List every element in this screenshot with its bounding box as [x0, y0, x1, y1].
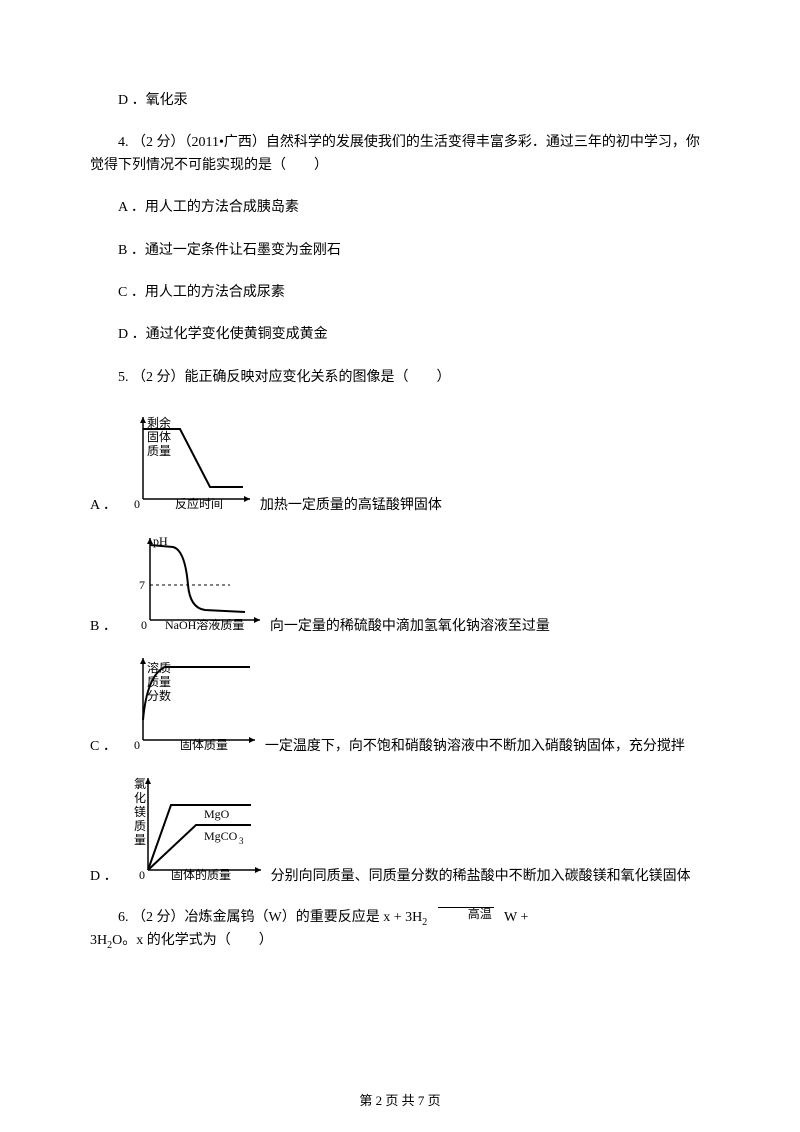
q5-optA-caption: 加热一定质量的高锰酸钾固体 — [260, 495, 442, 517]
q5-optD-letter: D ． — [90, 866, 118, 888]
svg-text:固体质量: 固体质量 — [180, 738, 228, 750]
svg-text:剩余: 剩余 — [147, 415, 171, 430]
svg-text:氯: 氯 — [134, 777, 146, 791]
svg-text:溶质: 溶质 — [147, 660, 171, 675]
svg-text:7: 7 — [139, 578, 145, 592]
svg-text:质: 质 — [134, 819, 146, 833]
q6-condition: 高温 — [438, 907, 494, 920]
q5-chartD: 氯 化 镁 质 量 MgO MgCO 3 0 固体的质量 — [126, 770, 271, 888]
q6-sub1: 2 — [422, 916, 427, 927]
q5-optD-caption: 分别向同质量、同质量分数的稀盐酸中不断加入碳酸镁和氧化镁固体 — [271, 866, 691, 888]
q5-optC-letter: C ． — [90, 736, 117, 758]
svg-text:质量: 质量 — [147, 444, 171, 458]
svg-text:pH: pH — [153, 534, 168, 548]
q5-stem: 5. （2 分）能正确反映对应变化关系的图像是（ ） — [90, 367, 710, 389]
q4-optB: B ．通过一定条件让石墨变为金刚石 — [90, 240, 710, 262]
svg-text:0: 0 — [134, 738, 140, 750]
q5-chartB: pH 7 0 NaOH溶液质量 — [125, 530, 270, 638]
q5-optA-letter: A ． — [90, 495, 117, 517]
q4-optD: D ．通过化学变化使黄铜变成黄金 — [90, 324, 710, 346]
q5-optB-letter: B ． — [90, 616, 117, 638]
svg-text:MgO: MgO — [204, 807, 230, 821]
q6-stem: 6. （2 分）冶炼金属钨（W）的重要反应是 x + 3H2 高温 W + 3H… — [90, 907, 710, 955]
svg-text:量: 量 — [134, 833, 146, 847]
q5-optA-row: A ． 剩余 固体 质量 0 反应时间 加热一定质量的高锰酸钾固体 — [90, 409, 710, 517]
svg-text:MgCO: MgCO — [204, 829, 238, 843]
svg-text:3: 3 — [239, 836, 244, 846]
q6-post: O。x 的化学式为（ ） — [112, 933, 273, 948]
svg-text:固体: 固体 — [147, 430, 171, 444]
q4-optC: C ．用人工的方法合成尿素 — [90, 282, 710, 304]
q6-pre: 6. （2 分）冶炼金属钨（W）的重要反应是 x + 3H — [118, 910, 422, 925]
q5-optC-row: C ． 溶质 质量 分数 0 固体质量 一定温度下，向不饱和硝酸钠溶液中不断加入… — [90, 650, 710, 758]
svg-text:固体的质量: 固体的质量 — [171, 867, 231, 880]
q5-optB-caption: 向一定量的稀硫酸中滴加氢氧化钠溶液至过量 — [270, 616, 550, 638]
svg-text:0: 0 — [134, 497, 140, 509]
page-footer: 第 2 页 共 7 页 — [0, 1091, 800, 1112]
svg-text:分数: 分数 — [147, 688, 171, 703]
svg-text:镁: 镁 — [134, 805, 146, 819]
svg-text:0: 0 — [139, 868, 145, 880]
q5-optC-caption: 一定温度下，向不饱和硝酸钠溶液中不断加入硝酸钠固体，充分搅拌 — [265, 736, 685, 758]
q4-optA: A ．用人工的方法合成胰岛素 — [90, 197, 710, 219]
q5-chartA: 剩余 固体 质量 0 反应时间 — [125, 409, 260, 517]
q5-chartC: 溶质 质量 分数 0 固体质量 — [125, 650, 265, 758]
svg-text:化: 化 — [134, 791, 146, 805]
q5-optB-row: B ． pH 7 0 NaOH溶液质量 向一定量的稀硫酸中滴加氢氧化钠溶液至过量 — [90, 530, 710, 638]
svg-text:反应时间: 反应时间 — [175, 496, 223, 509]
q3-optD: D ．氧化汞 — [90, 90, 710, 112]
svg-text:质量: 质量 — [147, 675, 171, 689]
q4-stem: 4. （2 分）（2011•广西）自然科学的发展使我们的生活变得丰富多彩．通过三… — [90, 132, 710, 177]
svg-text:NaOH溶液质量: NaOH溶液质量 — [165, 617, 244, 630]
svg-text:0: 0 — [141, 618, 147, 630]
q5-optD-row: D ． 氯 化 镁 质 量 MgO MgCO 3 0 固体的质量 分别向同质量、… — [90, 770, 710, 888]
